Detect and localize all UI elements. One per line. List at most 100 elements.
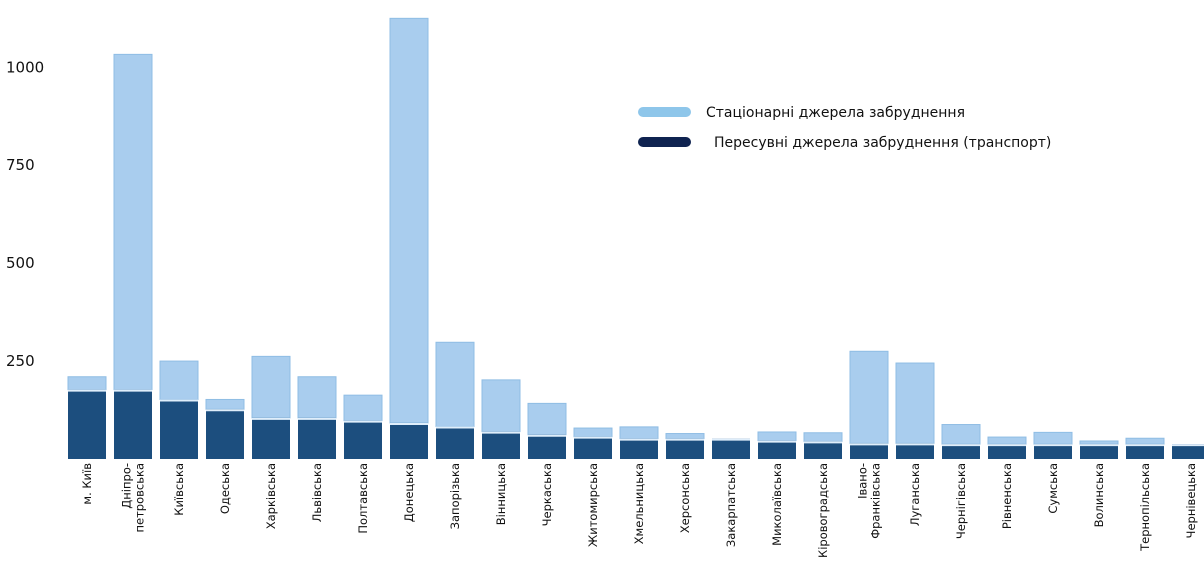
- bar-segment-mobile: [206, 409, 244, 459]
- x-tick-label: Рівненська: [1000, 463, 1014, 529]
- bar-segment-mobile: [666, 438, 704, 459]
- x-tick-label: Закарпатська: [724, 463, 738, 547]
- bar-segment-stationary: [619, 426, 659, 440]
- bar-segment-mobile: [528, 434, 566, 459]
- bar-segment-mobile: [344, 420, 382, 459]
- bar-segment-stationary: [297, 376, 337, 419]
- bar-segment-mobile: [804, 441, 842, 459]
- bar-segment-stationary: [113, 53, 153, 391]
- bar-segment-mobile: [1172, 444, 1204, 459]
- bar-segment-stationary: [1033, 431, 1073, 445]
- y-tick-label: 1000: [6, 58, 44, 76]
- bar-segment-stationary: [665, 433, 705, 440]
- x-tick-label: Херсонська: [678, 463, 692, 533]
- bar-segment-mobile: [1080, 444, 1118, 459]
- x-axis: м. Київ Дніпро-петровська Київська Одеська Х…: [80, 463, 1198, 558]
- bar-segment-stationary: [527, 402, 567, 436]
- legend-label-mobile: Пересувні джерела забруднення (транспорт…: [714, 135, 1051, 151]
- x-tick-label-line: Луганська: [908, 463, 922, 526]
- bar-segment-mobile: [436, 426, 474, 459]
- x-tick-label-line: Чернігівська: [954, 463, 968, 539]
- bar-segment-mobile: [988, 444, 1026, 459]
- bar-segment-mobile: [114, 389, 152, 459]
- bar-segment-stationary: [895, 362, 935, 444]
- x-tick-label-line: Вінницька: [494, 463, 508, 525]
- x-tick-label-line: Одеська: [218, 463, 232, 514]
- bar-segment-stationary: [389, 17, 429, 424]
- bar-segment-stationary: [251, 355, 291, 419]
- bar-segment-mobile: [1034, 444, 1072, 459]
- y-tick-label: 250: [6, 352, 35, 370]
- x-tick-label-line: Львівська: [310, 463, 324, 522]
- x-tick-label-line: Полтавська: [356, 463, 370, 534]
- x-tick-label-line: Запорізька: [448, 463, 462, 529]
- x-tick-label-line: Дніпро-: [120, 463, 134, 509]
- bar-segment-stationary: [573, 427, 613, 438]
- bar-segment-mobile: [896, 443, 934, 459]
- bar-segment-stationary: [849, 350, 889, 444]
- x-tick-label: Чернігівська: [954, 463, 968, 539]
- x-tick-label-line: Київська: [172, 463, 186, 516]
- bar-segment-mobile: [252, 417, 290, 459]
- bar-segment-stationary: [803, 432, 843, 442]
- x-tick-label: Дніпро-петровська: [120, 463, 147, 533]
- x-tick-label: Луганська: [908, 463, 922, 526]
- bar-segment-mobile: [1126, 444, 1164, 459]
- bar-segment-stationary: [67, 376, 107, 391]
- x-tick-label-line: Тернопільська: [1138, 463, 1152, 552]
- x-tick-label: Хмельницька: [632, 463, 646, 544]
- x-tick-label: Житомирська: [586, 463, 600, 547]
- bar-segment-stationary: [435, 341, 475, 427]
- x-tick-label: Львівська: [310, 463, 324, 522]
- x-tick-label-line: Закарпатська: [724, 463, 738, 547]
- bar-segment-mobile: [68, 389, 106, 459]
- x-tick-label-line: Миколаївська: [770, 463, 784, 546]
- x-tick-label-line: Чернівецька: [1184, 463, 1198, 538]
- x-tick-label: Одеська: [218, 463, 232, 514]
- x-tick-label: Кіровоградська: [816, 463, 830, 558]
- x-tick-label: Черкаська: [540, 463, 554, 526]
- x-tick-label: м. Київ: [80, 463, 94, 505]
- bars-group: [67, 17, 1204, 459]
- x-tick-label: Запорізька: [448, 463, 462, 529]
- bar-segment-mobile: [942, 444, 980, 459]
- bar-segment-stationary: [941, 424, 981, 445]
- x-tick-label-line: Франківська: [869, 463, 883, 539]
- bar-segment-stationary: [1079, 440, 1119, 445]
- x-tick-label-line: Житомирська: [586, 463, 600, 547]
- y-axis: 250 500 750 1000: [6, 58, 44, 370]
- bar-segment-stationary: [159, 360, 199, 400]
- bar-segment-mobile: [712, 438, 750, 459]
- x-tick-label: Волинська: [1092, 463, 1106, 527]
- x-tick-label-line: м. Київ: [80, 463, 94, 505]
- bar-segment-mobile: [850, 443, 888, 459]
- x-tick-label-line: Івано-: [856, 463, 870, 499]
- x-tick-label-line: Харківська: [264, 463, 278, 529]
- x-tick-label: Миколаївська: [770, 463, 784, 546]
- bar-segment-mobile: [298, 417, 336, 459]
- bar-segment-stationary: [757, 431, 797, 442]
- x-tick-label: Івано- Франківська: [856, 463, 883, 539]
- x-tick-label: Київська: [172, 463, 186, 516]
- x-tick-label-line: Рівненська: [1000, 463, 1014, 529]
- x-tick-label-line: Сумська: [1046, 463, 1060, 514]
- x-tick-label: Донецька: [402, 463, 416, 522]
- bar-segment-mobile: [390, 422, 428, 459]
- x-tick-label-line: Черкаська: [540, 463, 554, 526]
- bar-segment-mobile: [758, 440, 796, 459]
- y-tick-label: 500: [6, 254, 35, 272]
- bar-segment-mobile: [574, 436, 612, 459]
- x-tick-label: Чернівецька: [1184, 463, 1198, 538]
- x-tick-label: Вінницька: [494, 463, 508, 525]
- bar-segment-stationary: [205, 398, 245, 410]
- y-tick-label: 750: [6, 156, 35, 174]
- bar-segment-stationary: [987, 436, 1027, 445]
- bar-segment-stationary: [481, 379, 521, 433]
- x-tick-label: Полтавська: [356, 463, 370, 534]
- bar-segment-mobile: [620, 438, 658, 459]
- x-tick-label-line: Кіровоградська: [816, 463, 830, 558]
- x-tick-label: Тернопільська: [1138, 463, 1152, 552]
- x-tick-label: Сумська: [1046, 463, 1060, 514]
- x-tick-label-line: Донецька: [402, 463, 416, 522]
- x-tick-label: Харківська: [264, 463, 278, 529]
